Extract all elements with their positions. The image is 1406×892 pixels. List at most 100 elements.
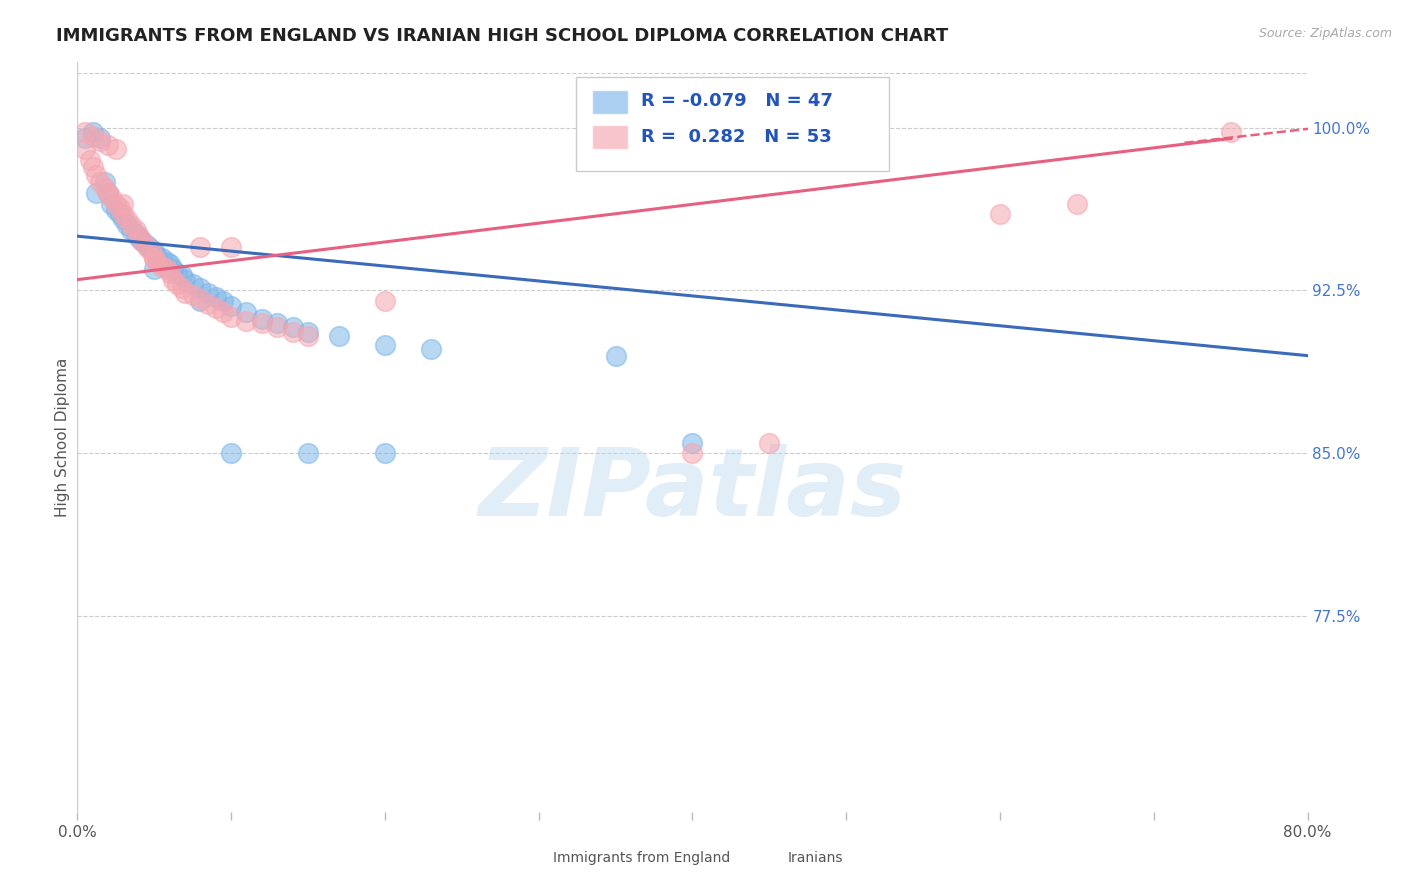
FancyBboxPatch shape (575, 78, 890, 171)
Point (266, 320, 288, 334)
Text: R =  0.282   N = 53: R = 0.282 N = 53 (641, 128, 831, 145)
Point (250, 311, 273, 326)
Point (235, 314, 257, 328)
Point (155, 255, 177, 269)
Y-axis label: High School Diploma: High School Diploma (55, 358, 70, 516)
Bar (748, 850, 779, 866)
Point (297, 446, 319, 460)
Point (250, 316, 273, 330)
Point (162, 261, 184, 276)
Point (374, 446, 396, 460)
Point (1219, 125, 1241, 139)
Point (219, 446, 242, 460)
Point (235, 305, 257, 319)
Point (104, 196, 127, 211)
Point (112, 207, 135, 221)
Point (97, 186, 120, 200)
Point (188, 240, 212, 254)
Point (181, 277, 204, 291)
Point (297, 329, 319, 343)
Point (120, 222, 142, 236)
Point (420, 342, 443, 356)
Point (174, 285, 197, 300)
Point (758, 435, 780, 450)
Point (266, 316, 288, 330)
Point (135, 238, 157, 252)
Point (212, 305, 235, 319)
Bar (515, 850, 546, 866)
Point (170, 268, 193, 283)
Point (100, 190, 122, 204)
Point (1066, 196, 1088, 211)
Point (82, 160, 104, 174)
Point (159, 257, 181, 271)
Point (73, 131, 96, 145)
Point (374, 294, 396, 309)
Bar (592, 125, 628, 149)
Text: ZIPatlas: ZIPatlas (478, 443, 907, 535)
Point (128, 229, 150, 244)
Point (112, 196, 135, 211)
Point (143, 261, 166, 276)
Point (112, 211, 135, 226)
Point (155, 261, 177, 276)
Point (84, 169, 107, 183)
Bar (592, 90, 628, 114)
Point (988, 207, 1011, 221)
Point (146, 255, 169, 269)
Point (89, 131, 111, 145)
Point (125, 222, 148, 236)
Text: Iranians: Iranians (787, 851, 842, 865)
Point (82, 125, 104, 139)
Point (281, 325, 304, 339)
Point (166, 277, 188, 291)
Point (73, 125, 96, 139)
Point (204, 290, 226, 304)
Point (188, 281, 212, 295)
Point (219, 299, 242, 313)
Point (682, 446, 704, 460)
Point (150, 260, 173, 274)
Point (141, 242, 163, 256)
Point (605, 349, 627, 363)
Point (100, 196, 122, 211)
Point (166, 266, 188, 280)
Text: IMMIGRANTS FROM ENGLAND VS IRANIAN HIGH SCHOOL DIPLOMA CORRELATION CHART: IMMIGRANTS FROM ENGLAND VS IRANIAN HIGH … (56, 27, 949, 45)
Point (197, 285, 219, 300)
Point (181, 288, 204, 302)
Text: Source: ZipAtlas.com: Source: ZipAtlas.com (1258, 27, 1392, 40)
Point (110, 207, 132, 221)
Point (219, 240, 242, 254)
Point (104, 142, 127, 156)
Point (150, 251, 173, 265)
Point (89, 134, 111, 148)
Point (128, 231, 150, 245)
Point (188, 292, 212, 306)
Text: R = -0.079   N = 47: R = -0.079 N = 47 (641, 93, 832, 111)
Point (131, 234, 153, 248)
Point (73, 142, 96, 156)
Point (682, 435, 704, 450)
Point (170, 281, 193, 295)
Point (97, 138, 120, 153)
Point (82, 129, 104, 144)
Point (143, 251, 166, 265)
Point (159, 266, 181, 280)
Point (328, 329, 350, 343)
Point (143, 251, 166, 265)
Point (115, 211, 138, 226)
Point (97, 186, 120, 200)
Point (297, 325, 319, 339)
Point (162, 272, 184, 286)
Point (115, 219, 138, 233)
Point (374, 338, 396, 352)
Point (94, 181, 117, 195)
Point (204, 301, 226, 315)
Point (188, 294, 212, 309)
Point (110, 201, 132, 215)
Point (174, 272, 197, 286)
Point (146, 249, 169, 263)
Text: Immigrants from England: Immigrants from England (554, 851, 731, 865)
Point (89, 175, 111, 189)
Point (125, 227, 148, 241)
